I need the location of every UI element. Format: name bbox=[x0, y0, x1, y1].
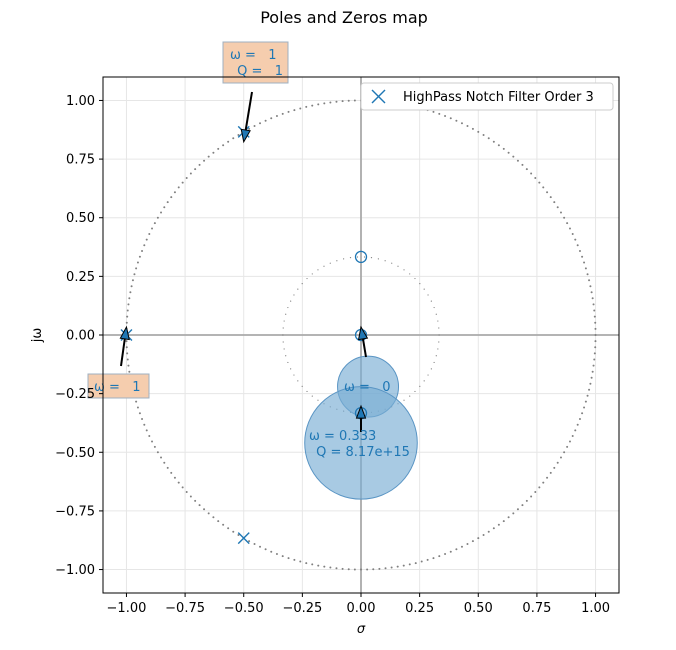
annotation-text: ω = 0.333 bbox=[309, 429, 376, 444]
x-tick-label: 0.75 bbox=[522, 601, 551, 616]
annotation-text: ω = 1 bbox=[230, 48, 277, 63]
y-tick-label: 0.25 bbox=[66, 270, 95, 285]
y-tick-label: −0.50 bbox=[55, 446, 95, 461]
y-tick-label: 0.75 bbox=[66, 153, 95, 168]
annotation-text: ω = 1 bbox=[94, 380, 141, 395]
annotation: ω = 1 Q = 1 bbox=[222, 41, 289, 84]
y-tick-label: −1.00 bbox=[55, 563, 95, 578]
arrow-shaft bbox=[361, 338, 367, 358]
arrow-shaft bbox=[120, 338, 126, 367]
x-tick-label: 0.25 bbox=[405, 601, 434, 616]
chart-title: Poles and Zeros map bbox=[260, 8, 428, 27]
arrow-head bbox=[357, 325, 369, 341]
reference-circles bbox=[125, 99, 597, 571]
annotation-box bbox=[222, 41, 289, 84]
q-bubbles bbox=[304, 355, 418, 500]
annotation-arrow bbox=[357, 325, 369, 358]
legend-label: HighPass Notch Filter Order 3 bbox=[403, 90, 594, 105]
x-tick-label: 0.00 bbox=[347, 601, 376, 616]
x-tick-label: −0.25 bbox=[282, 601, 322, 616]
annotation-arrow bbox=[240, 91, 253, 144]
pole-marker bbox=[237, 532, 250, 545]
annotation-box bbox=[87, 373, 150, 399]
x-tick-label: 0.50 bbox=[464, 601, 493, 616]
arrow-head bbox=[355, 404, 367, 419]
y-tick-label: −0.25 bbox=[55, 387, 95, 402]
y-tick-label: 0.00 bbox=[66, 329, 95, 344]
pole-stroke bbox=[237, 532, 250, 545]
annotation: ω = 1 bbox=[87, 373, 150, 399]
unit-circle bbox=[125, 99, 597, 571]
zero-marker bbox=[354, 250, 368, 264]
arrow-head bbox=[240, 128, 251, 144]
y-tick-label: 0.50 bbox=[66, 211, 95, 226]
q-bubble bbox=[304, 386, 418, 500]
legend-pole-icon bbox=[371, 89, 386, 104]
annotation-text: Q = 1 bbox=[233, 64, 283, 79]
x-tick-label: −0.75 bbox=[165, 601, 205, 616]
annotation-arrow bbox=[355, 404, 367, 432]
x-tick-label: −0.50 bbox=[224, 601, 264, 616]
annotation-text: Q = 8.17e+15 bbox=[312, 445, 410, 460]
annotation-text: ω = 0 bbox=[344, 380, 391, 395]
annotation: ω = 0.333 Q = 8.17e+15 bbox=[309, 429, 410, 460]
axis-ticks: −1.00 −1.00 −0.75 −0.75 −0.50 −0.50 −0.25 −0.25… bbox=[55, 94, 610, 616]
y-axis-label: jω bbox=[30, 328, 45, 344]
x-tick-label: 1.00 bbox=[581, 601, 610, 616]
legend-box bbox=[360, 82, 614, 111]
arrow-shaft bbox=[244, 91, 253, 131]
x-axis-label: σ bbox=[357, 622, 366, 637]
annotation: ω = 0 bbox=[344, 380, 391, 395]
annotation-arrow bbox=[119, 325, 130, 367]
y-tick-label: 1.00 bbox=[66, 94, 95, 109]
x-tick-label: −1.00 bbox=[107, 601, 147, 616]
y-tick-label: −0.75 bbox=[55, 504, 95, 519]
legend: HighPass Notch Filter Order 3 bbox=[360, 82, 614, 111]
arrow-head bbox=[119, 325, 130, 341]
